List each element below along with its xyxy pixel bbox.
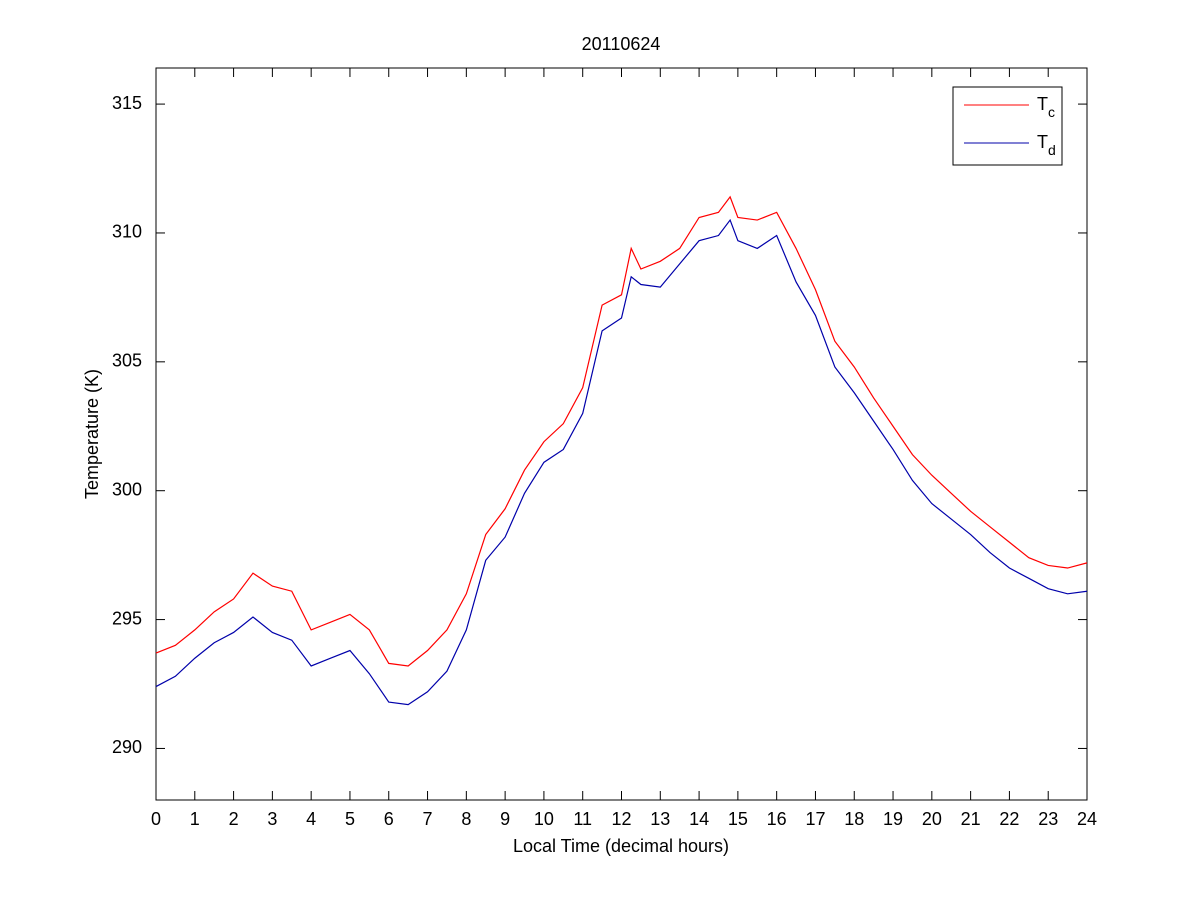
x-tick-label: 13 bbox=[650, 809, 670, 829]
x-tick-label: 14 bbox=[689, 809, 709, 829]
y-tick-label: 315 bbox=[112, 93, 142, 113]
x-tick-label: 6 bbox=[384, 809, 394, 829]
data-line bbox=[155, 218, 1088, 706]
chart-title: 20110624 bbox=[582, 34, 661, 54]
x-tick-label: 8 bbox=[461, 809, 471, 829]
y-tick-label: 300 bbox=[112, 479, 142, 499]
x-tick-label: 3 bbox=[267, 809, 277, 829]
data-line bbox=[155, 195, 1088, 667]
x-tick-label: 9 bbox=[500, 809, 510, 829]
x-tick-label: 22 bbox=[999, 809, 1019, 829]
x-tick-label: 19 bbox=[883, 809, 903, 829]
legend-label-main: T bbox=[1037, 94, 1048, 114]
x-tick-label: 1 bbox=[190, 809, 200, 829]
y-axis-label: Temperature (K) bbox=[82, 369, 102, 499]
legend-label-sub: d bbox=[1048, 142, 1056, 158]
x-tick-label: 15 bbox=[728, 809, 748, 829]
y-tick-label: 310 bbox=[112, 222, 142, 242]
x-tick-label: 10 bbox=[534, 809, 554, 829]
x-tick-label: 5 bbox=[345, 809, 355, 829]
y-tick-label: 305 bbox=[112, 351, 142, 371]
legend-label: Tc bbox=[1037, 94, 1055, 120]
y-tick-label: 295 bbox=[112, 608, 142, 628]
y-tick-label: 290 bbox=[112, 737, 142, 757]
legend-label: Td bbox=[1037, 132, 1056, 158]
x-tick-label: 21 bbox=[961, 809, 981, 829]
legend-box bbox=[952, 86, 1063, 166]
x-tick-label: 2 bbox=[229, 809, 239, 829]
x-tick-label: 11 bbox=[573, 809, 592, 829]
x-tick-label: 24 bbox=[1077, 809, 1097, 829]
x-tick-label: 23 bbox=[1038, 809, 1058, 829]
x-tick-label: 7 bbox=[423, 809, 433, 829]
x-tick-label: 20 bbox=[922, 809, 942, 829]
plot-frame bbox=[155, 67, 1088, 801]
x-tick-label: 16 bbox=[767, 809, 787, 829]
x-tick-label: 17 bbox=[805, 809, 825, 829]
x-tick-label: 18 bbox=[844, 809, 864, 829]
x-tick-label: 0 bbox=[151, 809, 161, 829]
legend-label-main: T bbox=[1037, 132, 1048, 152]
x-tick-label: 4 bbox=[306, 809, 316, 829]
x-axis-label: Local Time (decimal hours) bbox=[513, 836, 729, 856]
x-tick-label: 12 bbox=[611, 809, 631, 829]
legend-label-sub: c bbox=[1048, 104, 1055, 120]
